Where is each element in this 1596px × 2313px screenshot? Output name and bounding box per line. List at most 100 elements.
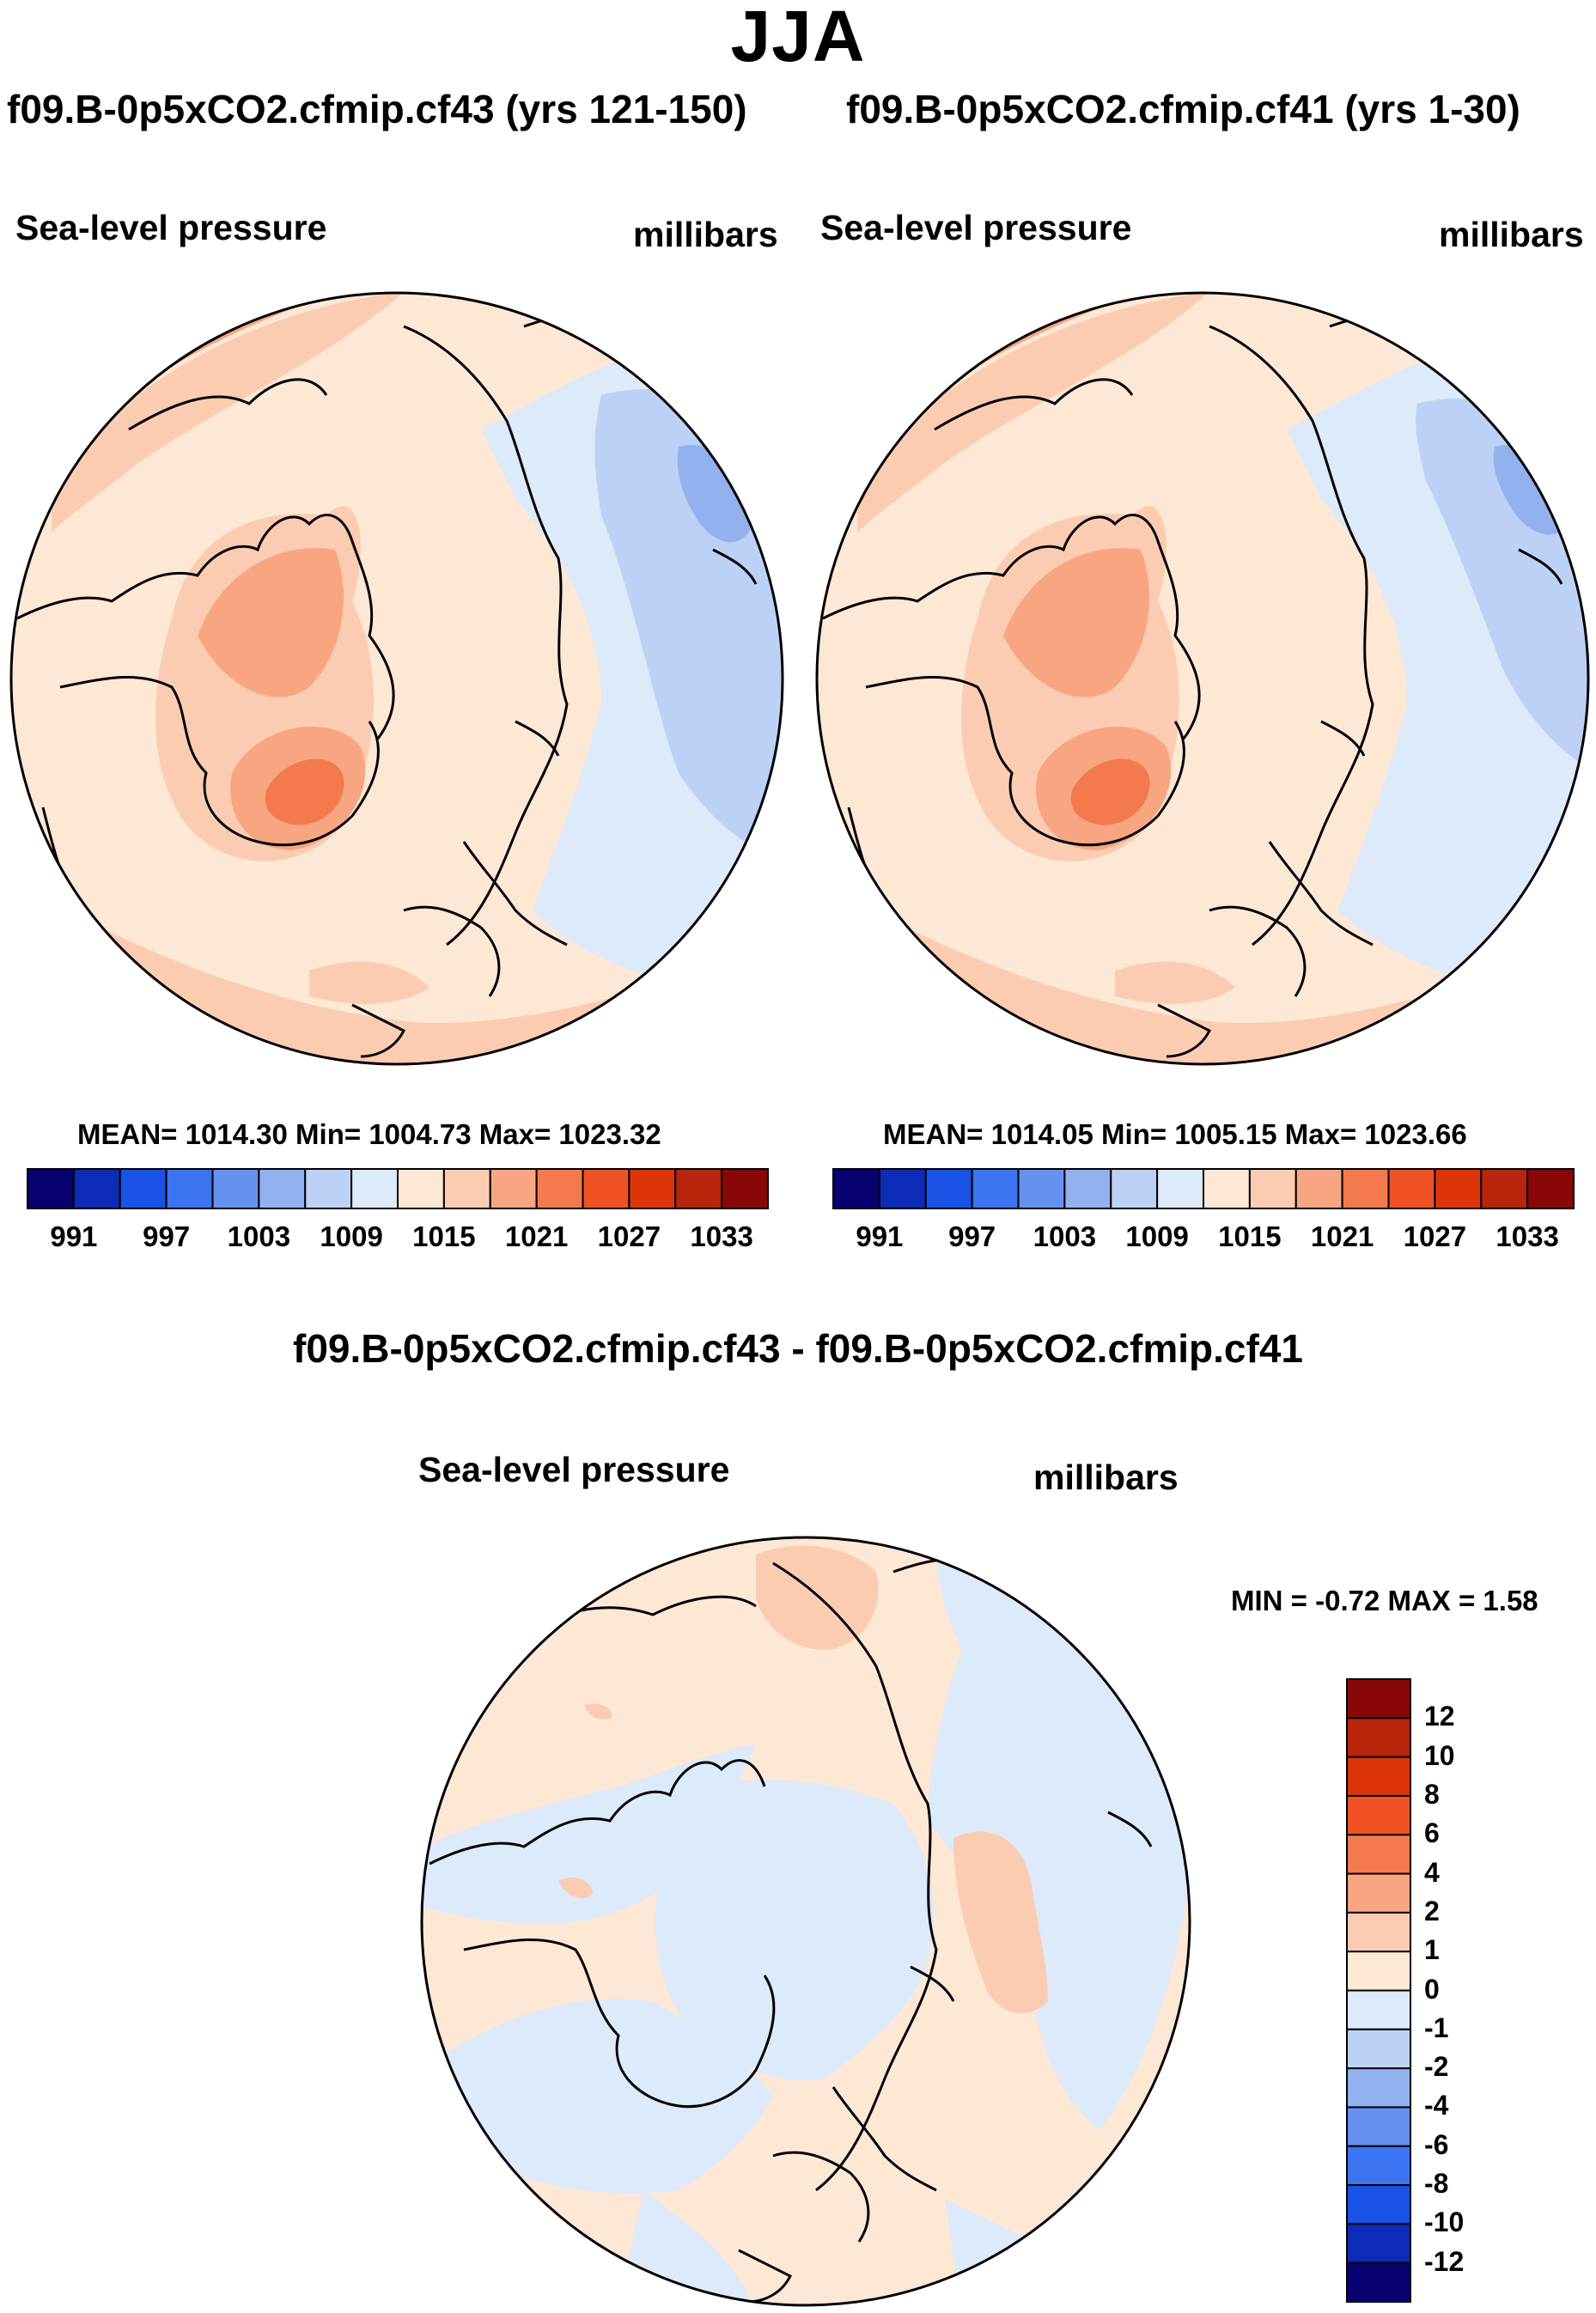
panel1-colorbar-box bbox=[27, 1168, 75, 1209]
panel1-colorbar bbox=[27, 1168, 769, 1209]
diff-map bbox=[420, 1536, 1191, 2307]
panel2-colorbar-tick-label: 997 bbox=[948, 1220, 996, 1252]
season-title: JJA bbox=[730, 0, 866, 76]
diff-labelbar-box bbox=[1346, 1756, 1411, 1797]
diff-labelbar-box bbox=[1346, 1794, 1411, 1836]
diff-labelbar-box bbox=[1346, 1717, 1411, 1758]
diff-labelbar-tick-label: 1 bbox=[1424, 1934, 1440, 1966]
diff-minmax: MIN = -0.72 MAX = 1.58 bbox=[1231, 1585, 1538, 1616]
panel1-colorbar-tick-label: 1021 bbox=[504, 1220, 569, 1252]
panel2-orange-nw bbox=[857, 293, 1209, 533]
panel1-colorbar-box bbox=[72, 1168, 121, 1209]
panel2-map bbox=[815, 291, 1590, 1066]
panel2-map-border bbox=[815, 291, 1590, 1066]
diff-labelbar bbox=[1346, 1678, 1411, 2303]
panel1-colorbar-box bbox=[721, 1168, 769, 1209]
diff-light-blue-greenland bbox=[447, 1999, 773, 2194]
panel1-colorbar-box bbox=[397, 1168, 445, 1209]
diff-labelbar-box bbox=[1346, 1911, 1411, 1953]
panel1-stats: MEAN= 1014.30 Min= 1004.73 Max= 1023.32 bbox=[77, 1118, 661, 1150]
panel2-colorbar bbox=[832, 1168, 1575, 1209]
panel2-colorbar-tick-label: 1015 bbox=[1218, 1220, 1282, 1252]
diff-labelbar-box bbox=[1346, 1951, 1411, 1992]
diff-labelbar-tick-label: 2 bbox=[1424, 1895, 1440, 1926]
panel1-colorbar-box bbox=[489, 1168, 538, 1209]
panel1-orange-europe bbox=[309, 961, 429, 1004]
diff-labelbar-tick-label: 4 bbox=[1424, 1856, 1440, 1888]
diff-labelbar-tick-label: -2 bbox=[1424, 2051, 1449, 2083]
panel2-colorbar-box bbox=[1017, 1168, 1066, 1209]
panel1-case-title: f09.B-0p5xCO2.cfmip.cf43 (yrs 121-150) bbox=[7, 87, 747, 131]
panel2-colorbar-box bbox=[878, 1168, 927, 1209]
diff-labelbar-tick-label: 10 bbox=[1424, 1739, 1455, 1771]
panel2-colorbar-tick-label: 1021 bbox=[1310, 1220, 1374, 1252]
panel1-colorbar-box bbox=[582, 1168, 630, 1209]
diff-orange-small bbox=[558, 1877, 593, 1898]
panel1-colorbar-box bbox=[350, 1168, 399, 1209]
panel1-colorbar-box bbox=[258, 1168, 307, 1209]
panel1-map-border bbox=[9, 291, 784, 1066]
panel2-stats: MEAN= 1014.05 Min= 1005.15 Max= 1023.66 bbox=[883, 1118, 1467, 1150]
panel2-colorbar-box bbox=[1203, 1168, 1251, 1209]
diff-labelbar-tick-label: -8 bbox=[1424, 2168, 1449, 2200]
panel2-colorbar-box bbox=[1248, 1168, 1297, 1209]
panel2-colorbar-box bbox=[1294, 1168, 1343, 1209]
panel1-colorbar-box bbox=[119, 1168, 168, 1209]
diff-labelbar-tick-label: 12 bbox=[1424, 1701, 1455, 1732]
panel1-colorbar-box bbox=[535, 1168, 584, 1209]
panel2-colorbar-box bbox=[1156, 1168, 1204, 1209]
panel1-colorbar-tick-label: 1027 bbox=[597, 1220, 661, 1252]
diff-field-label: Sea-level pressure bbox=[418, 1450, 730, 1489]
panel1-colorbar-box bbox=[628, 1168, 677, 1209]
panel2-colorbar-box bbox=[1341, 1168, 1390, 1209]
diff-labelbar-tick-label: 6 bbox=[1424, 1817, 1440, 1849]
diff-light-blue-southwest bbox=[422, 2182, 550, 2305]
diff-labelbar-box bbox=[1346, 2028, 1411, 2070]
panel2-colorbar-box bbox=[1526, 1168, 1575, 1209]
diff-labelbar-tick-label: -12 bbox=[1424, 2245, 1465, 2277]
panel2-colorbar-tick-label: 991 bbox=[856, 1220, 904, 1252]
panel1-mid-orange-center bbox=[198, 548, 344, 697]
panel1-map bbox=[9, 291, 784, 1066]
panel2-colorbar-tick-label: 1009 bbox=[1125, 1220, 1189, 1252]
panel2-colorbar-box bbox=[1434, 1168, 1483, 1209]
diff-labelbar-box bbox=[1346, 2261, 1411, 2303]
panel1-colorbar-box bbox=[674, 1168, 723, 1209]
diff-labelbar-box bbox=[1346, 2106, 1411, 2147]
panel2-dark-orange-greenland bbox=[1070, 758, 1150, 825]
diff-light-blue-center bbox=[655, 1779, 934, 2080]
panel2-colorbar-box bbox=[924, 1168, 973, 1209]
panel2-colorbar-tick-label: 1003 bbox=[1033, 1220, 1097, 1252]
diff-labelbar-tick-label: 0 bbox=[1424, 1973, 1440, 2005]
panel1-colorbar-tick-label: 1033 bbox=[690, 1220, 753, 1252]
diff-units-label: millibars bbox=[1033, 1458, 1179, 1497]
panel2-colorbar-box bbox=[1110, 1168, 1159, 1209]
diff-labelbar-box bbox=[1346, 2145, 1411, 2187]
panel2-field-label: Sea-level pressure bbox=[820, 208, 1132, 247]
diff-labelbar-tick-label: -10 bbox=[1424, 2206, 1465, 2238]
diff-labelbar-box bbox=[1346, 2184, 1411, 2225]
diff-labelbar-tick-label: -1 bbox=[1424, 2012, 1449, 2043]
panel1-colorbar-tick-label: 1003 bbox=[227, 1220, 291, 1252]
panel1-units-label: millibars bbox=[633, 215, 778, 254]
panel1-colorbar-tick-label: 997 bbox=[143, 1220, 191, 1252]
diff-labelbar-tick-label: -4 bbox=[1424, 2090, 1449, 2121]
panel2-case-title: f09.B-0p5xCO2.cfmip.cf41 (yrs 1-30) bbox=[846, 87, 1520, 131]
diff-labelbar-tick-label: -6 bbox=[1424, 2128, 1449, 2160]
diff-labelbar-box bbox=[1346, 1834, 1411, 1875]
panel1-colorbar-box bbox=[211, 1168, 260, 1209]
panel1-colorbar-box bbox=[442, 1168, 491, 1209]
panel2-coastlines bbox=[822, 313, 1563, 1058]
diff-labelbar-box bbox=[1346, 1872, 1411, 1914]
panel2-orange-europe bbox=[1115, 961, 1235, 1004]
diff-map-border bbox=[420, 1536, 1191, 2307]
diff-labelbar-tick-label: 8 bbox=[1424, 1778, 1440, 1810]
panel1-colorbar-box bbox=[304, 1168, 353, 1209]
diff-labelbar-box bbox=[1346, 1678, 1411, 1720]
panel1-colorbar-tick-label: 991 bbox=[50, 1220, 98, 1252]
panel2-colorbar-tick-label: 1027 bbox=[1403, 1220, 1467, 1252]
panel2-colorbar-tick-label: 1033 bbox=[1495, 1220, 1559, 1252]
panel1-orange-nw bbox=[52, 293, 404, 533]
diff-labelbar-box bbox=[1346, 1989, 1411, 2030]
